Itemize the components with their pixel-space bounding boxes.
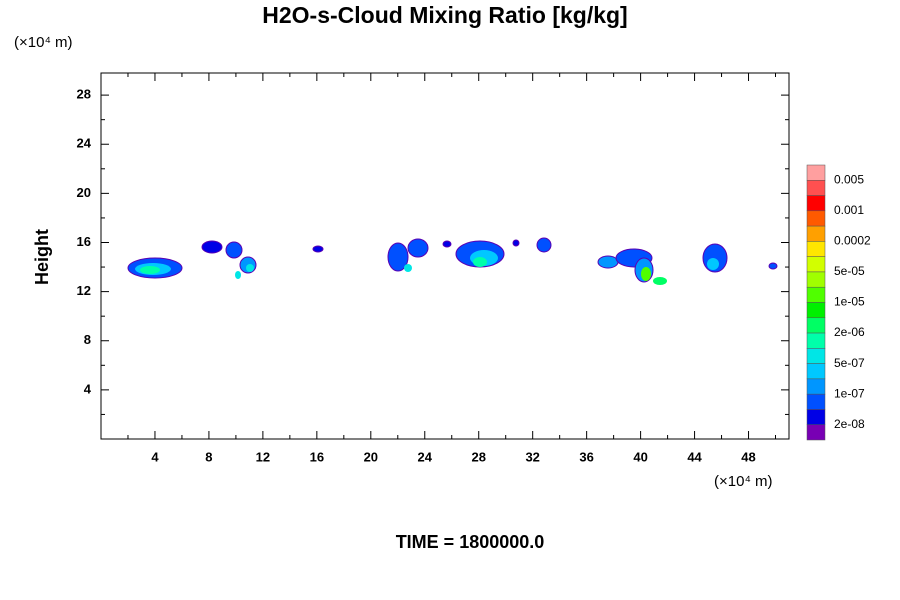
colorbar-cell [806, 241, 826, 257]
y-tick-label: 4 [84, 381, 92, 396]
x-tick-label: 32 [525, 449, 539, 464]
cloud-region [707, 258, 719, 270]
colorbar-label: 1e-07 [834, 386, 865, 400]
cloud-region [235, 271, 241, 279]
x-tick-label: 40 [633, 449, 647, 464]
colorbar-cell [806, 286, 826, 303]
x-tick-label: 44 [687, 449, 702, 464]
cloud-region [512, 239, 520, 247]
cloud-region [407, 238, 429, 258]
y-tick-label: 16 [77, 234, 91, 249]
cloud-region [442, 240, 452, 248]
cloud-region [653, 277, 667, 285]
colorbar-cell [806, 180, 826, 196]
colorbar-cell [806, 317, 826, 334]
colorbar-cell [806, 195, 826, 212]
x-tick-label: 36 [579, 449, 593, 464]
x-tick-label: 24 [418, 449, 433, 464]
cloud-region [246, 264, 254, 272]
colorbar-label: 2e-08 [834, 417, 865, 431]
colorbar-cell [806, 332, 826, 349]
colorbar-cell [806, 393, 826, 410]
colorbar-cell [806, 256, 826, 273]
colorbar-label: 1e-05 [834, 295, 865, 309]
colorbar-label: 0.005 [834, 172, 864, 186]
colorbar-cell [806, 210, 826, 227]
cloud-region [641, 267, 651, 281]
x-tick-label: 12 [256, 449, 270, 464]
cloud-region [140, 266, 160, 274]
chart-title: H2O-s-Cloud Mixing Ratio [kg/kg] [262, 2, 627, 28]
colorbar-cell [806, 378, 826, 395]
colorbar-cell [806, 424, 826, 441]
y-tick-label: 20 [77, 185, 91, 200]
cloud-region [536, 237, 552, 253]
colorbar-cell [806, 409, 826, 425]
colorbar-cell [806, 164, 826, 181]
x-tick-label: 28 [471, 449, 485, 464]
colorbar-cell [806, 302, 826, 319]
x-unit: (×10⁴ m) [714, 473, 773, 490]
cloud-region [225, 241, 243, 259]
cloud-region [201, 240, 223, 254]
cloud-field [127, 237, 778, 285]
y-tick-label: 24 [77, 136, 92, 151]
colorbar-cell [806, 225, 826, 242]
colorbar-label: 2e-06 [834, 325, 865, 339]
colorbar-label: 5e-05 [834, 264, 865, 278]
x-tick-label: 8 [205, 449, 212, 464]
x-tick-label: 4 [151, 449, 159, 464]
cloud-region [473, 257, 487, 267]
cloud-region [312, 245, 324, 253]
colorbar-cell [806, 363, 826, 380]
y-tick-label: 8 [84, 332, 91, 347]
cloud-region [404, 264, 412, 272]
x-tick-label: 48 [741, 449, 755, 464]
colorbar-cell [806, 271, 826, 288]
y-axis-label: Height [32, 229, 52, 285]
plot-frame [100, 72, 790, 440]
colorbar-label: 5e-07 [834, 356, 865, 370]
cloud-region [387, 242, 409, 272]
cloud-region [768, 262, 778, 270]
footer: TIME = 1800000.0 [396, 532, 545, 552]
y-tick-label: 12 [77, 283, 91, 298]
colorbar-label: 0.0002 [834, 234, 871, 248]
colorbar-cell [806, 348, 826, 364]
y-unit: (×10⁴ m) [14, 34, 73, 51]
x-tick-label: 16 [310, 449, 324, 464]
cloud-region [597, 255, 619, 269]
x-tick-label: 20 [364, 449, 378, 464]
colorbar-label: 0.001 [834, 203, 864, 217]
y-tick-label: 28 [77, 87, 91, 102]
